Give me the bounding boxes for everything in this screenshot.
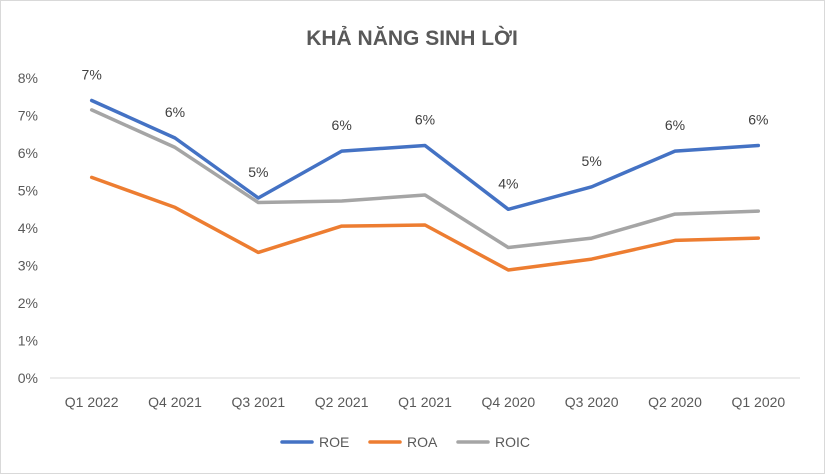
- legend: ROE ROA ROIC: [280, 434, 530, 450]
- series-line-roic: [89, 108, 761, 250]
- legend-item-roe: ROE: [280, 434, 349, 450]
- data-label: 6%: [165, 104, 185, 120]
- data-label: 6%: [748, 112, 768, 128]
- y-tick-label: 6%: [18, 145, 38, 161]
- legend-label: ROE: [319, 434, 349, 450]
- legend-item-roic: ROIC: [456, 434, 530, 450]
- data-label: 6%: [665, 117, 685, 133]
- x-tick-label: Q1 2021: [398, 394, 452, 410]
- x-tick-label: Q4 2020: [481, 394, 535, 410]
- data-label: 6%: [332, 117, 352, 133]
- y-tick-label: 2%: [18, 295, 38, 311]
- data-label: 7%: [82, 67, 102, 83]
- x-tick-label: Q2 2021: [315, 394, 369, 410]
- x-tick-label: Q1 2022: [65, 394, 119, 410]
- y-tick-label: 5%: [18, 183, 38, 199]
- legend-label: ROIC: [495, 434, 530, 450]
- legend-label: ROA: [407, 434, 438, 450]
- x-tick-label: Q2 2020: [648, 394, 702, 410]
- y-tick-label: 8%: [18, 70, 38, 86]
- y-tick-label: 0%: [18, 370, 38, 386]
- x-tick-label: Q3 2020: [565, 394, 619, 410]
- legend-item-roa: ROA: [368, 434, 438, 450]
- data-labels: 7% 6% 5% 6% 6% 4% 5% 6% 6%: [82, 67, 769, 192]
- series-line-roe: [89, 98, 761, 212]
- x-tick-label: Q1 2020: [731, 394, 785, 410]
- y-axis: 0% 1% 2% 3% 4% 5% 6% 7% 8%: [18, 70, 38, 386]
- y-tick-label: 4%: [18, 220, 38, 236]
- x-axis: Q1 2022 Q4 2021 Q3 2021 Q2 2021 Q1 2021 Q4 20…: [50, 377, 800, 410]
- series-line-roa: [89, 175, 761, 272]
- data-label: 5%: [248, 164, 268, 180]
- y-tick-label: 7%: [18, 108, 38, 124]
- x-tick-label: Q3 2021: [231, 394, 285, 410]
- chart-title: KHẢ NĂNG SINH LỜI: [306, 26, 518, 50]
- y-tick-label: 1%: [18, 333, 38, 349]
- data-label: 6%: [415, 112, 435, 128]
- series-lines: [89, 98, 761, 272]
- y-tick-label: 3%: [18, 258, 38, 274]
- x-tick-label: Q4 2021: [148, 394, 202, 410]
- data-label: 4%: [498, 175, 518, 191]
- data-label: 5%: [582, 153, 602, 169]
